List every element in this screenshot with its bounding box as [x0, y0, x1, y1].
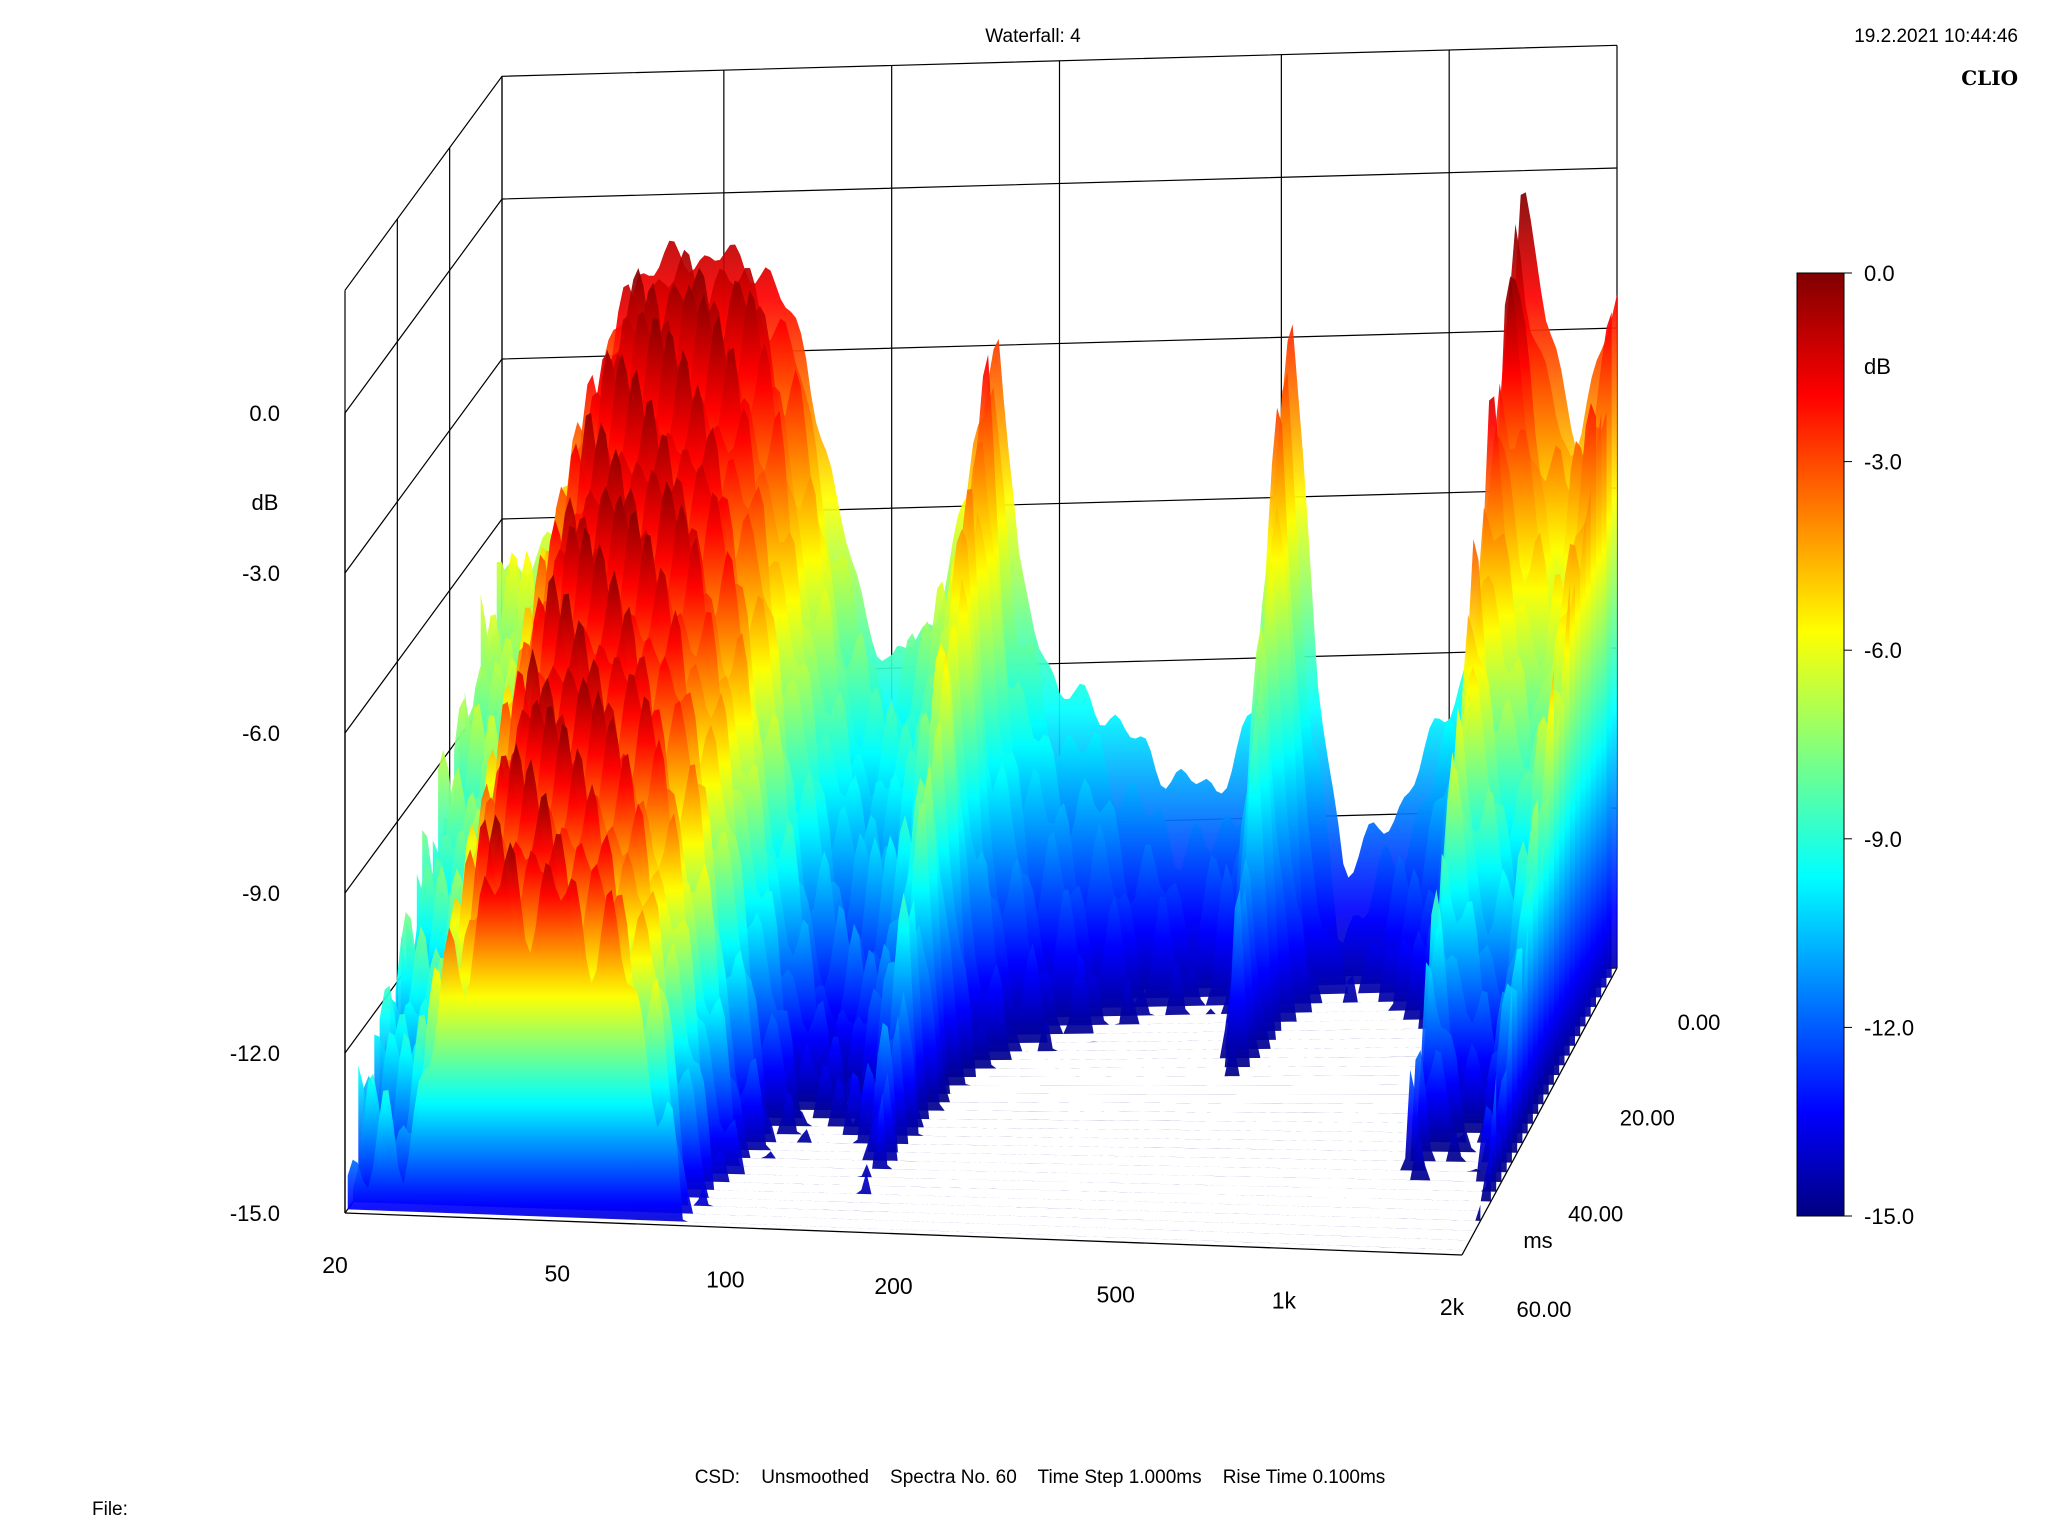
time-tick-label: 0.00	[1678, 1010, 1721, 1035]
db-tick-label: -3.0	[242, 561, 280, 586]
colorbar-tick-label: -15.0	[1864, 1204, 1914, 1229]
frequency-tick-label: 1k	[1272, 1288, 1297, 1314]
grid-top-edge	[344, 44, 1618, 291]
waterfall-surface	[347, 192, 1617, 1251]
time-tick-label: 20.00	[1620, 1106, 1675, 1131]
frequency-tick-label: 50	[544, 1260, 570, 1286]
datetime-stamp: 19.2.2021 10:44:46	[1854, 26, 2018, 47]
frequency-tick-label: 2k	[1440, 1294, 1465, 1320]
db-axis-labels: 0.0 -3.0 -6.0 -9.0 -12.0 -15.0	[230, 401, 280, 1226]
grid-level-line	[344, 167, 1618, 414]
db-tick-label: -15.0	[230, 1201, 280, 1226]
colorbar-tick-label: -12.0	[1864, 1015, 1914, 1040]
frequency-axis-labels: 20 50 100 200 500 1k 2k	[322, 1252, 1464, 1320]
time-axis-unit: ms	[1523, 1228, 1552, 1253]
colorbar-tick-label: -3.0	[1864, 450, 1902, 475]
brand-logo: CLIO	[1961, 66, 2018, 90]
spectrum-slice	[347, 842, 1465, 1251]
frequency-tick-label: 200	[874, 1273, 912, 1299]
frequency-tick-label: 20	[322, 1252, 348, 1278]
time-axis-labels: 0.00 20.00 40.00 60.00	[1516, 1010, 1720, 1322]
axes	[344, 413, 1618, 1256]
colorbar-tick-label: -9.0	[1864, 827, 1902, 852]
db-tick-label: -9.0	[242, 881, 280, 906]
colorbar-tick-label: -6.0	[1864, 638, 1902, 663]
time-tick-label: 40.00	[1568, 1201, 1623, 1226]
frequency-tick-label: 500	[1097, 1281, 1135, 1307]
frequency-axis-line	[344, 1212, 1463, 1256]
file-label: File:	[92, 1499, 128, 1520]
db-axis-unit: dB	[252, 490, 279, 515]
time-tick-label: 60.00	[1516, 1297, 1571, 1322]
db-tick-label: 0.0	[249, 401, 280, 426]
db-tick-label: -12.0	[230, 1041, 280, 1066]
time-axis-line	[1461, 967, 1618, 1256]
colorbar-ticks: 0.0 -3.0 -6.0 -9.0 -12.0 -15.0	[1844, 261, 1914, 1229]
colorbar-unit: dB	[1864, 354, 1891, 379]
colorbar-tick-label: 0.0	[1864, 261, 1895, 286]
measurement-settings: CSD: Unsmoothed Spectra No. 60 Time Step…	[695, 1467, 1386, 1488]
chart-title: Waterfall: 4	[985, 26, 1081, 47]
db-tick-label: -6.0	[242, 721, 280, 746]
colorbar	[1796, 272, 1845, 1217]
frequency-tick-label: 100	[706, 1267, 744, 1293]
